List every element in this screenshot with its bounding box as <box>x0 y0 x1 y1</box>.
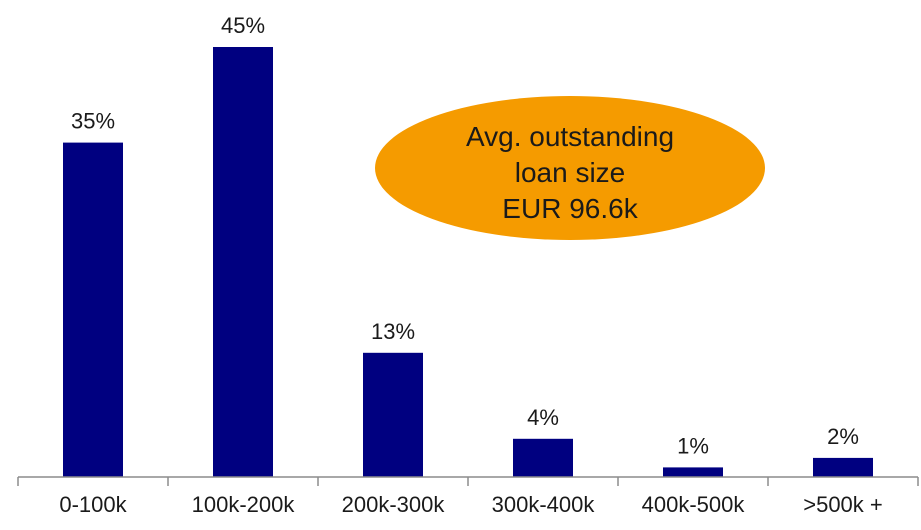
value-label-cat-6: 2% <box>827 424 859 449</box>
value-label-cat-4: 4% <box>527 405 559 430</box>
bar-cat-6 <box>813 457 873 477</box>
x-tick-label-cat-1: 0-100k <box>59 492 127 517</box>
callout-text-line-1: Avg. outstanding <box>466 121 674 152</box>
value-label-cat-3: 13% <box>371 319 415 344</box>
value-label-cat-1: 35% <box>71 109 115 134</box>
avg-loan-size-callout: Avg. outstanding loan size EUR 96.6k <box>375 96 765 240</box>
x-tick-label-cat-5: 400k-500k <box>642 492 746 517</box>
x-tick-label-cat-6: >500k + <box>803 492 883 517</box>
x-axis <box>17 476 919 486</box>
callout-text-line-2: loan size <box>515 157 626 188</box>
x-tick-label-cat-2: 100k-200k <box>192 492 296 517</box>
x-tick-label-cat-3: 200k-300k <box>342 492 446 517</box>
callout-text-line-3: EUR 96.6k <box>502 193 638 224</box>
bar-cat-4 <box>513 438 573 477</box>
bars-group <box>63 47 873 477</box>
value-labels-group: 35% 45% 13% 4% 1% 2% <box>71 13 859 458</box>
x-tick-label-cat-4: 300k-400k <box>492 492 596 517</box>
bar-cat-1 <box>63 142 123 477</box>
bar-cat-3 <box>363 352 423 477</box>
value-label-cat-5: 1% <box>677 433 709 458</box>
bar-cat-5 <box>663 467 723 477</box>
bar-cat-2 <box>213 47 273 477</box>
value-label-cat-2: 45% <box>221 13 265 38</box>
x-tick-labels-group: 0-100k 100k-200k 200k-300k 300k-400k 400k-50… <box>59 492 882 517</box>
callout-ellipse <box>375 96 765 240</box>
